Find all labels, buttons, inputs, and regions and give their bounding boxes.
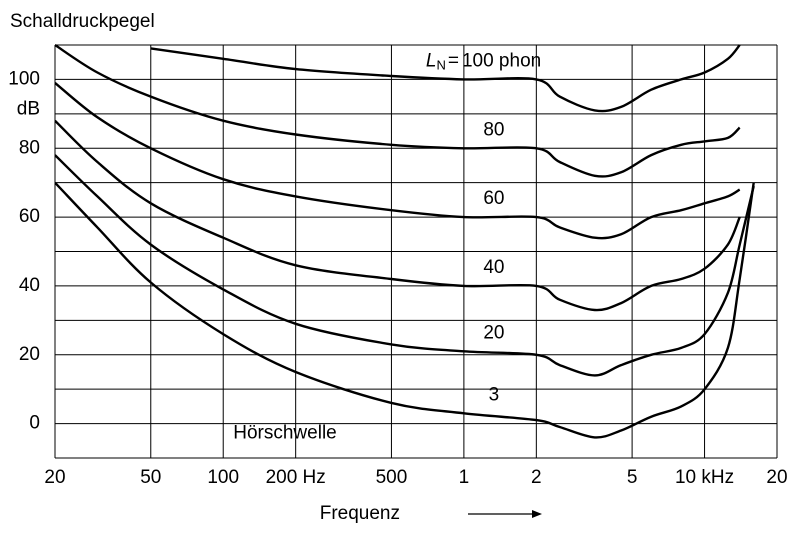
- y-axis-unit: dB: [17, 98, 40, 119]
- curve-label: 60: [483, 188, 504, 209]
- curve-label: 40: [483, 257, 504, 278]
- y-tick-label: 100: [8, 68, 40, 89]
- curve-label-name: 100 phon: [462, 50, 541, 71]
- x-tick-label: 10 kHz: [675, 467, 734, 488]
- curve: [55, 154, 755, 377]
- y-tick-label: 60: [19, 206, 40, 227]
- x-axis-label: Frequenz: [320, 503, 400, 524]
- y-tick-label: 0: [29, 413, 40, 434]
- x-tick-label: 20: [766, 467, 787, 488]
- x-axis-arrow: [468, 510, 542, 518]
- y-tick-label: 40: [19, 275, 40, 296]
- curve-label: 80: [483, 119, 504, 140]
- x-tick-label: 100: [207, 467, 239, 488]
- curve: [55, 119, 741, 312]
- curve-label: LN = 100 phon: [426, 50, 541, 72]
- y-tick-label: 20: [19, 344, 40, 365]
- curve: [150, 44, 741, 113]
- curve: [55, 181, 755, 439]
- curve-label: 3: [489, 384, 500, 405]
- curve-label: 20: [483, 322, 504, 343]
- x-tick-label: 5: [627, 467, 638, 488]
- x-tick-label: 20: [44, 467, 65, 488]
- x-tick-label: 500: [376, 467, 408, 488]
- x-tick-label: 200 Hz: [266, 467, 326, 488]
- annotation: Hörschwelle: [233, 422, 336, 443]
- label-sign: =: [448, 50, 459, 71]
- label-symbol: L: [426, 50, 437, 71]
- x-tick-label: 2: [531, 467, 542, 488]
- x-tick-label: 1: [459, 467, 470, 488]
- curve: [55, 81, 741, 240]
- y-tick-label: 80: [19, 137, 40, 158]
- curve: [55, 43, 741, 178]
- label-subscript: N: [436, 58, 445, 73]
- chart-title: Schalldruckpegel: [10, 11, 155, 32]
- x-tick-label: 50: [140, 467, 161, 488]
